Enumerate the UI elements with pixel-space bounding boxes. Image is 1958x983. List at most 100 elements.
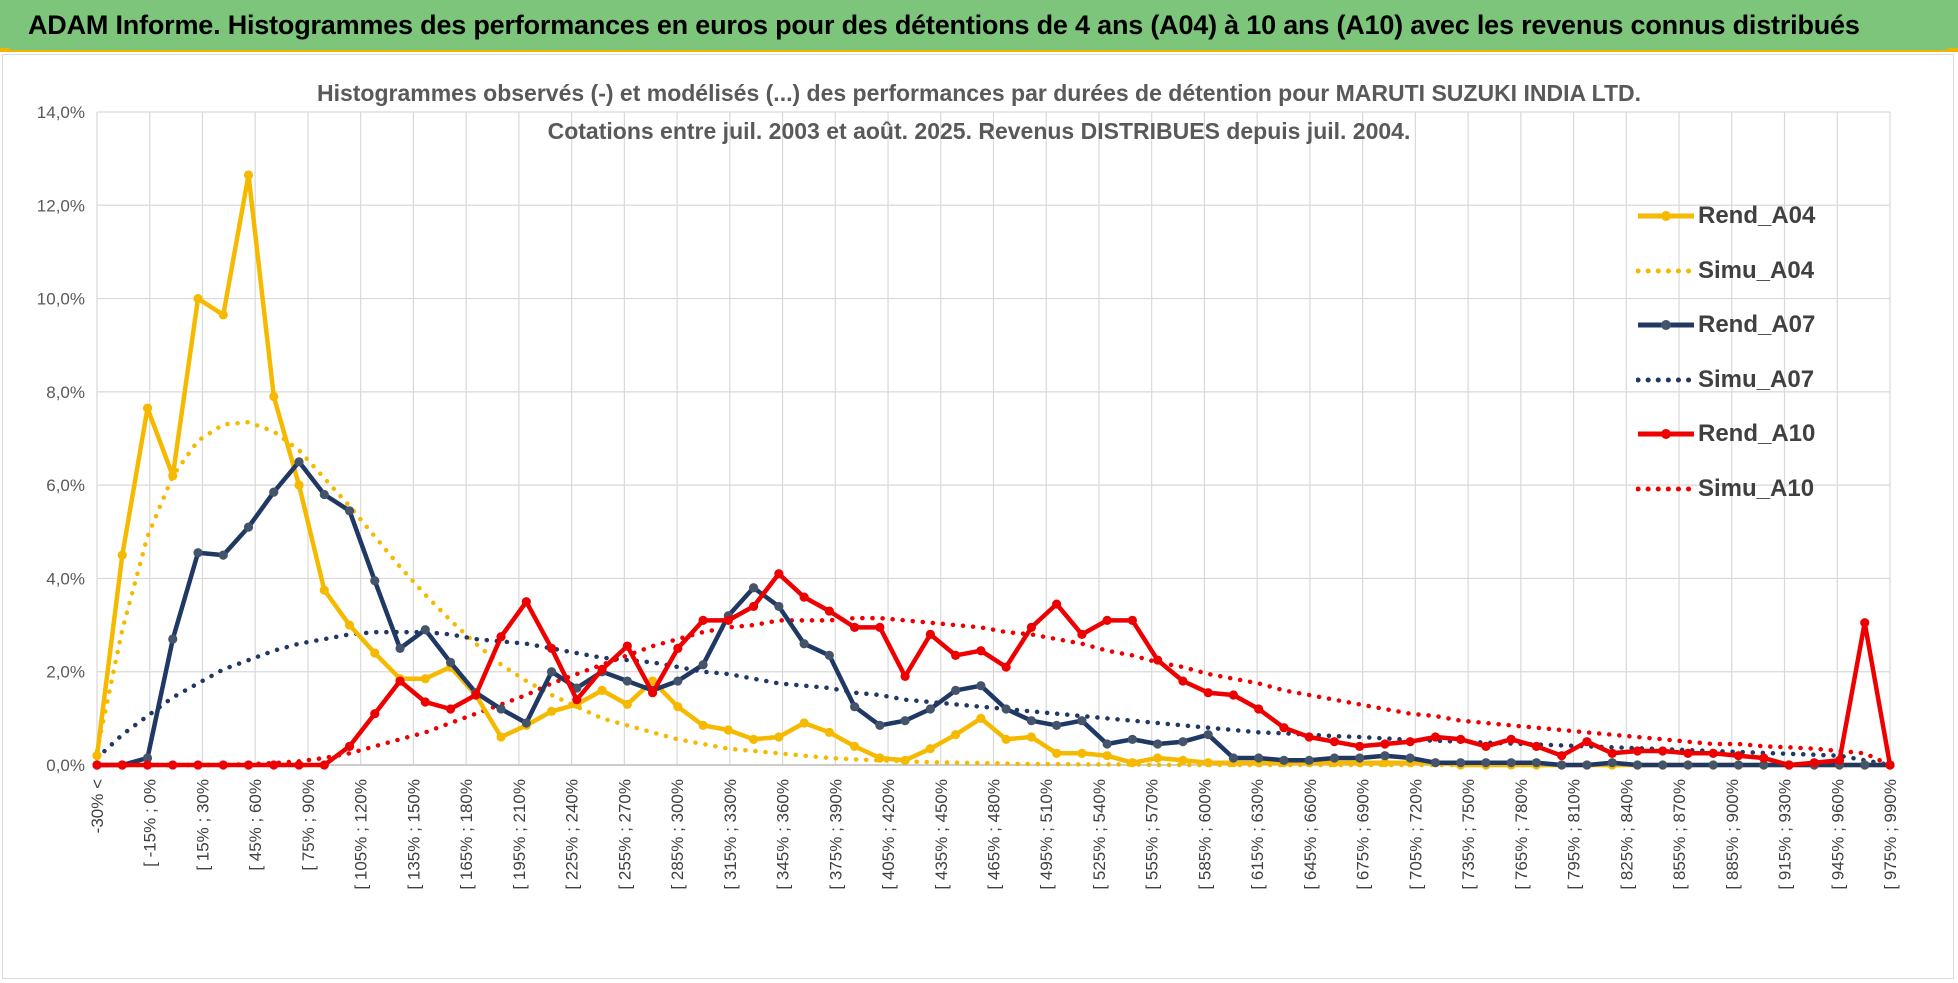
y-tick-label: 6,0% <box>46 476 85 495</box>
legend-item-Simu_A04: Simu_A04 <box>1620 251 1820 291</box>
data-point <box>1860 618 1870 628</box>
y-tick-label: 14,0% <box>37 103 85 122</box>
x-tick-label: [ 735% ; 750% <box>1459 779 1478 890</box>
data-point <box>193 548 203 558</box>
data-point <box>1860 760 1870 770</box>
data-point <box>1632 760 1643 770</box>
x-tick-label: [ 615% ; 630% <box>1248 779 1267 890</box>
data-point <box>218 310 228 320</box>
legend-swatch <box>1636 377 1697 382</box>
data-point <box>1405 753 1415 763</box>
x-tick-label: [ 585% ; 600% <box>1195 779 1214 890</box>
data-point <box>1052 748 1062 758</box>
data-point <box>1178 676 1188 686</box>
x-tick-label: [ 435% ; 450% <box>932 779 951 890</box>
data-point <box>1052 599 1062 609</box>
data-point <box>799 592 809 602</box>
data-point <box>243 760 254 770</box>
data-point <box>1430 732 1441 742</box>
data-point <box>1380 758 1390 768</box>
data-point <box>294 457 304 467</box>
data-point <box>1178 737 1188 747</box>
data-point <box>622 699 632 709</box>
data-point <box>850 622 860 633</box>
data-point <box>1228 690 1239 700</box>
data-point <box>1809 758 1819 768</box>
data-point <box>1001 734 1011 744</box>
data-point <box>673 702 683 712</box>
y-axis: 0,0% 2,0% 4,0% 6,0% 8,0% 10,0% 12,0% 14,0% <box>37 103 85 775</box>
data-point <box>546 706 557 716</box>
data-point <box>1178 755 1188 765</box>
x-tick-label: [ 135% ; 150% <box>404 779 423 890</box>
data-point <box>1759 753 1769 763</box>
data-point <box>1380 739 1390 749</box>
data-point <box>1658 746 1668 756</box>
data-point <box>673 676 683 686</box>
data-point <box>799 718 809 728</box>
data-point <box>1456 758 1466 768</box>
data-point <box>951 730 961 740</box>
data-point <box>900 716 910 726</box>
data-point <box>1456 734 1466 744</box>
data-point <box>1001 662 1011 672</box>
data-point <box>748 583 759 593</box>
data-point <box>925 744 935 754</box>
data-point <box>824 606 834 616</box>
legend-swatch <box>1638 211 1694 221</box>
x-tick-label: [ 855% ; 870% <box>1670 779 1689 890</box>
data-point <box>1203 688 1213 698</box>
legend-swatch <box>1638 429 1694 439</box>
data-point <box>976 646 986 656</box>
data-point <box>723 615 733 626</box>
data-point <box>1153 655 1163 665</box>
data-point <box>1632 746 1643 756</box>
data-point <box>1658 760 1668 770</box>
x-tick-label: [ 315% ; 330% <box>721 779 740 890</box>
legend-swatch-marker <box>1661 211 1671 221</box>
data-point <box>951 650 961 660</box>
data-point <box>1733 760 1744 770</box>
data-point <box>1254 704 1264 714</box>
data-point <box>496 732 506 742</box>
x-tick-label: [ -15% ; 0% <box>141 779 160 867</box>
data-point <box>1304 755 1314 765</box>
data-point <box>1279 723 1289 733</box>
x-tick-label: [ 765% ; 780% <box>1512 779 1531 890</box>
x-tick-label: [ 975% ; 990% <box>1881 779 1900 890</box>
series-Simu_A10 <box>94 615 1893 768</box>
data-point <box>850 702 860 712</box>
data-point <box>1127 615 1137 626</box>
x-tick-label: [ 105% ; 120% <box>352 779 371 890</box>
data-point <box>1733 751 1744 761</box>
data-point <box>1531 758 1542 768</box>
data-point <box>1557 760 1567 770</box>
data-point <box>319 585 329 595</box>
data-point <box>269 391 279 402</box>
data-point <box>370 709 380 719</box>
data-point <box>269 487 279 497</box>
data-point <box>1026 732 1036 742</box>
data-point <box>774 601 784 612</box>
data-point <box>521 597 531 607</box>
data-point <box>142 403 153 413</box>
data-point <box>1228 753 1239 763</box>
data-point <box>420 625 430 635</box>
data-point <box>976 713 986 723</box>
data-point <box>1077 716 1087 726</box>
data-point <box>471 690 481 700</box>
x-tick-label: [ 405% ; 420% <box>879 779 898 890</box>
x-tick-label: [ 705% ; 720% <box>1406 779 1425 890</box>
data-point <box>1026 716 1036 726</box>
data-point <box>1506 734 1516 744</box>
data-point <box>622 641 632 651</box>
data-point <box>1355 741 1365 751</box>
data-point <box>193 760 203 770</box>
data-point <box>572 695 582 705</box>
data-point <box>269 760 279 770</box>
data-point <box>243 170 254 180</box>
data-point <box>1885 760 1895 770</box>
x-tick-label: [ 375% ; 390% <box>826 779 845 890</box>
data-point <box>142 760 153 770</box>
data-point <box>1203 730 1213 740</box>
